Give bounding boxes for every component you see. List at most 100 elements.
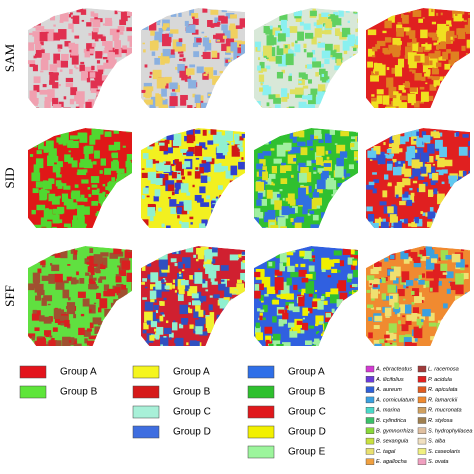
legend-label: Group B — [173, 387, 211, 398]
map-patch — [268, 94, 276, 100]
map-patch — [441, 327, 445, 331]
map-patch — [305, 280, 315, 294]
map-patch — [95, 285, 99, 289]
map-patch — [437, 193, 445, 205]
map-patch — [412, 168, 421, 177]
map-patch — [425, 246, 432, 253]
map-patch — [453, 13, 463, 22]
map-patch — [68, 340, 72, 343]
map-patch — [69, 49, 72, 53]
legend-swatch — [365, 386, 375, 393]
map-patch — [436, 169, 441, 172]
map-patch — [213, 22, 220, 27]
map-patch — [412, 69, 416, 74]
legend-swatch — [365, 365, 375, 373]
map-patch — [264, 211, 270, 219]
map-patch — [209, 158, 215, 165]
map-patch — [174, 182, 184, 188]
map-patch — [388, 104, 392, 108]
map-patch — [103, 291, 110, 297]
map-patch — [122, 145, 126, 148]
map-patch — [193, 51, 200, 58]
map-patch — [97, 330, 101, 333]
map-patch — [284, 45, 288, 49]
map-patch — [456, 215, 463, 221]
classification-map — [254, 8, 358, 108]
map-patch — [213, 337, 219, 342]
map-patch — [168, 130, 171, 132]
map-patch — [131, 341, 132, 344]
map-patch — [427, 156, 434, 163]
map-patch — [462, 170, 467, 177]
map-patch — [273, 158, 282, 164]
map-patch — [55, 340, 62, 346]
map-patch — [144, 301, 154, 311]
map-patch — [259, 315, 263, 321]
map-patch — [356, 66, 358, 74]
map-patch — [274, 277, 284, 291]
map-patch — [41, 53, 50, 61]
map-patch — [142, 21, 149, 30]
map-patch — [114, 287, 121, 294]
map-patch — [40, 41, 44, 46]
map-patch — [314, 227, 321, 228]
map-patch — [428, 312, 435, 321]
map-patch — [441, 169, 448, 174]
map-patch — [299, 21, 304, 26]
map-patch — [242, 79, 245, 82]
map-patch — [419, 256, 427, 261]
map-patch — [468, 326, 470, 330]
map-patch — [108, 215, 111, 219]
map-patch — [88, 33, 93, 36]
map-patch — [114, 94, 117, 97]
map-patch — [418, 325, 422, 329]
map-patch — [462, 182, 467, 186]
map-patch — [41, 227, 49, 228]
map-patch — [259, 294, 264, 301]
water — [333, 318, 358, 346]
classification-map — [141, 128, 245, 228]
map-patch — [231, 142, 234, 145]
map-patch — [238, 69, 242, 72]
legend-label: Group A — [288, 367, 325, 378]
map-patch — [222, 209, 227, 215]
map-patch — [317, 84, 326, 93]
map-patch — [52, 226, 57, 228]
map-patch — [174, 290, 177, 293]
map-patch — [35, 295, 41, 301]
map-patch — [384, 343, 393, 346]
map-patch — [323, 163, 331, 167]
map-patch — [220, 336, 224, 341]
map-patch — [329, 294, 339, 304]
map-patch — [467, 318, 470, 331]
map-patch — [405, 27, 412, 36]
map-patch — [102, 56, 108, 60]
map-patch — [211, 50, 218, 58]
map-patch — [454, 73, 463, 80]
map-patch — [223, 78, 233, 92]
map-patch — [163, 327, 172, 335]
map-patch — [348, 291, 353, 295]
map-patch — [109, 28, 119, 36]
map-patch — [59, 69, 63, 72]
map-patch — [277, 248, 281, 253]
map-patch — [377, 291, 380, 294]
map-patch — [92, 19, 101, 28]
map-patch — [260, 82, 263, 86]
map-patch — [387, 182, 392, 186]
map-patch — [303, 49, 307, 53]
map-patch — [432, 172, 439, 181]
map-patch — [294, 222, 302, 228]
map-patch — [440, 263, 448, 272]
map-patch — [289, 73, 292, 77]
map-patch — [46, 221, 52, 228]
map-patch — [171, 163, 175, 167]
map-patch — [169, 337, 172, 340]
map-patch — [447, 331, 457, 339]
map-patch — [419, 100, 425, 104]
map-patch — [330, 288, 339, 298]
map-patch — [428, 322, 437, 327]
map-patch — [187, 78, 192, 82]
map-patch — [429, 224, 436, 228]
map-patch — [465, 68, 468, 73]
